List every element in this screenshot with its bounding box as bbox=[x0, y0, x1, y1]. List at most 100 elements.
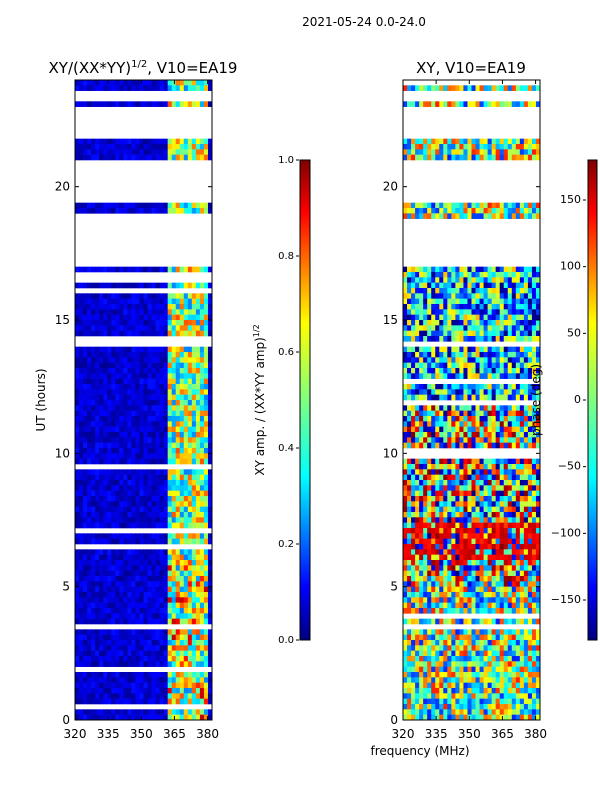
heatmap-cell bbox=[127, 602, 132, 609]
heatmap-cell bbox=[87, 693, 92, 699]
heatmap-cell bbox=[471, 522, 476, 529]
heatmap-cell bbox=[167, 357, 173, 363]
heatmap-cell bbox=[431, 576, 436, 582]
heatmap-cell bbox=[431, 138, 436, 145]
heatmap-cell bbox=[499, 362, 505, 369]
heatmap-cell bbox=[487, 480, 493, 486]
heatmap-cell bbox=[187, 549, 193, 555]
heatmap-cell bbox=[115, 522, 120, 529]
heatmap-cell bbox=[507, 309, 513, 315]
heatmap-cell bbox=[439, 485, 444, 491]
heatmap-cell bbox=[103, 480, 108, 486]
heatmap-cell bbox=[83, 416, 88, 422]
heatmap-cell bbox=[447, 480, 452, 486]
heatmap-cell bbox=[495, 330, 501, 337]
heatmap-cell bbox=[127, 480, 132, 486]
y-tick-label: 0 bbox=[62, 713, 70, 727]
heatmap-cell bbox=[207, 581, 212, 587]
heatmap-cell bbox=[407, 325, 412, 331]
heatmap-cell bbox=[171, 682, 177, 689]
heatmap-cell bbox=[167, 597, 173, 603]
heatmap-cell bbox=[151, 677, 156, 683]
heatmap-cell bbox=[171, 373, 177, 379]
heatmap-cell bbox=[423, 469, 428, 475]
heatmap-cell bbox=[495, 346, 501, 353]
heatmap-cell bbox=[83, 560, 88, 566]
heatmap-cell bbox=[479, 405, 484, 411]
heatmap-cell bbox=[415, 149, 420, 155]
heatmap-cell bbox=[503, 346, 509, 353]
heatmap-cell bbox=[195, 325, 201, 331]
heatmap-cell bbox=[127, 362, 132, 369]
heatmap-cell bbox=[155, 677, 161, 683]
heatmap-cell bbox=[463, 144, 468, 150]
heatmap-cell bbox=[119, 293, 124, 299]
heatmap-cell bbox=[183, 282, 189, 289]
heatmap-cell bbox=[487, 464, 493, 470]
heatmap-cell bbox=[407, 496, 412, 502]
heatmap-cell bbox=[527, 208, 533, 214]
heatmap-cell bbox=[443, 485, 448, 491]
heatmap-cell bbox=[159, 154, 165, 161]
heatmap-cell bbox=[119, 565, 124, 571]
heatmap-cell bbox=[195, 618, 201, 625]
heatmap-cell bbox=[179, 570, 185, 577]
heatmap-cell bbox=[127, 320, 132, 326]
heatmap-cell bbox=[451, 490, 456, 497]
heatmap-cell bbox=[143, 560, 148, 566]
heatmap-cell bbox=[531, 213, 537, 219]
heatmap-cell bbox=[531, 346, 537, 353]
heatmap-cell bbox=[439, 544, 444, 550]
heatmap-cell bbox=[435, 544, 440, 550]
heatmap-cell bbox=[183, 650, 189, 657]
heatmap-cell bbox=[471, 528, 476, 534]
heatmap-cell bbox=[179, 368, 185, 374]
heatmap-cell bbox=[83, 656, 88, 662]
heatmap-cell bbox=[195, 496, 201, 502]
heatmap-cell bbox=[487, 346, 493, 353]
heatmap-cell bbox=[427, 298, 432, 305]
heatmap-cell bbox=[207, 538, 212, 545]
heatmap-cell bbox=[111, 362, 116, 369]
heatmap-cell bbox=[463, 293, 468, 299]
heatmap-cell bbox=[95, 208, 100, 214]
heatmap-cell bbox=[91, 554, 96, 561]
heatmap-cell bbox=[483, 416, 489, 422]
heatmap-cell bbox=[435, 437, 440, 443]
heatmap-cell bbox=[523, 293, 529, 299]
heatmap-cell bbox=[439, 490, 444, 497]
heatmap-cell bbox=[111, 608, 116, 614]
heatmap-cell bbox=[131, 506, 136, 513]
heatmap-cell bbox=[135, 682, 140, 689]
heatmap-cell bbox=[115, 629, 120, 635]
heatmap-cell bbox=[511, 373, 517, 379]
heatmap-cell bbox=[111, 320, 116, 326]
heatmap-cell bbox=[95, 432, 100, 438]
heatmap-cell bbox=[495, 538, 501, 545]
heatmap-cell bbox=[183, 538, 189, 545]
heatmap-cell bbox=[523, 298, 529, 305]
heatmap-cell bbox=[507, 336, 513, 342]
heatmap-cell bbox=[127, 442, 132, 449]
heatmap-cell bbox=[175, 512, 181, 518]
heatmap-cell bbox=[519, 490, 525, 497]
heatmap-cell bbox=[171, 394, 177, 401]
heatmap-cell bbox=[515, 282, 521, 289]
heatmap-cell bbox=[191, 480, 197, 486]
heatmap-cell bbox=[479, 533, 484, 539]
heatmap-cell bbox=[411, 346, 416, 353]
heatmap-cell bbox=[175, 458, 181, 465]
heatmap-cell bbox=[75, 549, 80, 555]
heatmap-cell bbox=[479, 368, 484, 374]
heatmap-cell bbox=[451, 565, 456, 571]
heatmap-cell bbox=[511, 490, 517, 497]
heatmap-cell bbox=[199, 304, 205, 310]
heatmap-cell bbox=[143, 416, 148, 422]
heatmap-cell bbox=[423, 522, 428, 529]
heatmap-cell bbox=[447, 304, 452, 310]
heatmap-cell bbox=[135, 138, 140, 145]
heatmap-cell bbox=[515, 474, 521, 481]
heatmap-cell bbox=[435, 389, 440, 395]
heatmap-cell bbox=[95, 554, 100, 561]
heatmap-cell bbox=[435, 410, 440, 417]
